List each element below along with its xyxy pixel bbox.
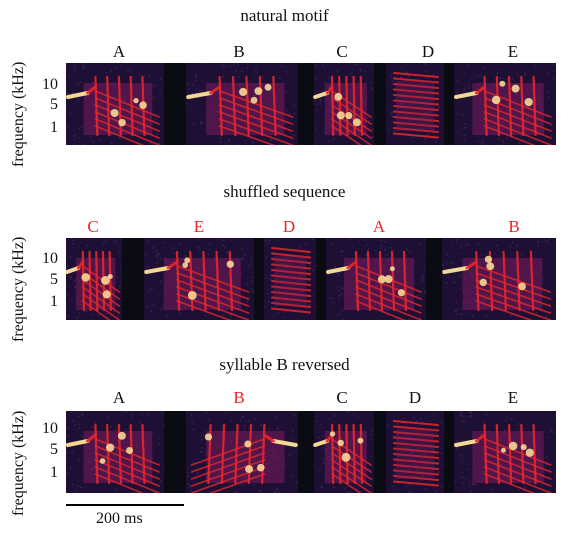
tick-label: 1 <box>50 464 58 481</box>
time-scale-label: 200 ms <box>96 510 143 527</box>
tick-label: 5 <box>50 441 58 458</box>
y-axis-label: frequency (kHz) <box>10 61 27 167</box>
spectrogram-syllable-b-reversed <box>66 411 556 493</box>
syllable-label: A <box>372 217 386 236</box>
syllable-label: C <box>336 388 348 407</box>
y-axis-label: frequency (kHz) <box>10 410 27 516</box>
tick-label: 10 <box>42 420 58 437</box>
syllable-label: D <box>421 42 435 61</box>
syllable-label: C <box>87 217 99 236</box>
syllable-label: B <box>508 217 520 236</box>
time-scale-bar <box>66 504 184 506</box>
tick-label: 10 <box>42 76 58 93</box>
tick-label: 5 <box>50 271 58 288</box>
syllable-label: A <box>112 388 126 407</box>
spectrogram-shuffled-sequence <box>66 238 556 320</box>
syllable-label: E <box>507 42 519 61</box>
tick-label: 1 <box>50 119 58 136</box>
tick-label: 10 <box>42 250 58 267</box>
syllable-label: D <box>282 217 296 236</box>
panel-title-natural-motif: natural motif <box>240 6 329 25</box>
syllable-label: B <box>233 42 245 61</box>
syllable-label: E <box>507 388 519 407</box>
spectrogram-natural-motif <box>66 63 556 145</box>
syllable-label: D <box>408 388 422 407</box>
syllable-label: A <box>112 42 126 61</box>
syllable-label-reversed: B <box>233 388 245 407</box>
panel-title-syllable-b-reversed: syllable B reversed <box>219 355 350 374</box>
tick-label: 1 <box>50 293 58 310</box>
panel-title-shuffled-sequence: shuffled sequence <box>223 182 346 201</box>
syllable-label: E <box>193 217 205 236</box>
tick-label: 5 <box>50 96 58 113</box>
syllable-label: C <box>336 42 348 61</box>
y-axis-label: frequency (kHz) <box>10 236 27 342</box>
